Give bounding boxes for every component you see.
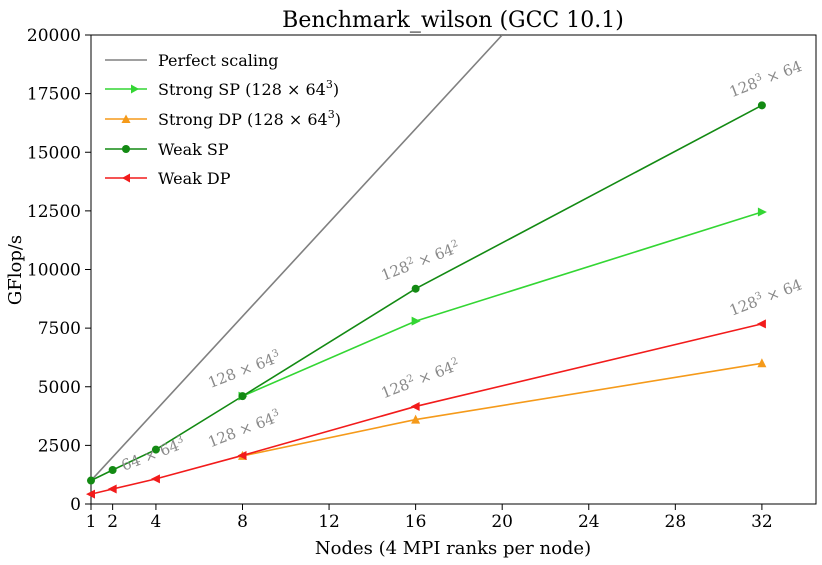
y-tick-label: 10000 xyxy=(27,261,81,281)
series-line-1 xyxy=(242,211,763,397)
legend: Perfect scaling Strong SP (128 × 643) St… xyxy=(105,51,341,188)
y-tick-label: 2500 xyxy=(38,436,81,456)
x-tick-label: 28 xyxy=(665,512,687,532)
x-axis-label: Nodes (4 MPI ranks per node) xyxy=(315,538,591,559)
legend-label-weak-sp: Weak SP xyxy=(158,140,229,159)
data-point xyxy=(107,484,117,494)
data-point xyxy=(86,489,95,499)
y-axis: 0 2500 5000 7500 10000 12500 15000 17500 20000 xyxy=(27,26,91,515)
series-line-2 xyxy=(242,362,763,457)
y-tick-label: 5000 xyxy=(38,378,81,398)
legend-marker-weak-sp xyxy=(122,145,130,153)
y-tick-label: 7500 xyxy=(38,319,81,339)
x-tick-label: 32 xyxy=(751,512,773,532)
data-point xyxy=(237,450,247,460)
annotation-a5: 128 × 643 xyxy=(205,407,283,451)
data-point xyxy=(411,414,421,424)
y-tick-label: 17500 xyxy=(27,85,81,105)
x-tick-label: 16 xyxy=(405,512,427,532)
data-point xyxy=(411,284,420,293)
marker-layer xyxy=(86,101,767,499)
legend-label-perfect: Perfect scaling xyxy=(158,51,279,70)
data-point xyxy=(150,474,160,484)
annotation-a2: 1282 × 642 xyxy=(379,238,463,284)
legend-marker-weak-dp xyxy=(122,173,130,183)
y-tick-label: 0 xyxy=(70,495,81,515)
data-point xyxy=(757,207,767,217)
x-tick-label: 24 xyxy=(578,512,600,532)
series-line-0 xyxy=(91,35,503,482)
legend-label-weak-dp: Weak DP xyxy=(158,169,231,188)
x-tick-label: 8 xyxy=(237,512,248,532)
x-tick-label: 1 xyxy=(86,512,97,532)
x-tick-label: 12 xyxy=(318,512,340,532)
x-tick-label: 2 xyxy=(107,512,118,532)
series-line-3 xyxy=(91,104,763,482)
annotation-a3: 1283 × 64 xyxy=(727,57,805,101)
data-point xyxy=(410,401,420,411)
data-point xyxy=(87,476,95,485)
data-point xyxy=(151,445,160,454)
legend-label-strong-sp: Strong SP (128 × 643) xyxy=(158,78,339,99)
y-axis-label: GFlop/s xyxy=(5,235,26,305)
x-tick-label: 20 xyxy=(491,512,513,532)
annotation-a7: 1283 × 64 xyxy=(727,276,805,320)
data-point xyxy=(108,465,117,474)
data-point xyxy=(238,392,247,401)
x-axis: 1 2 4 8 12 16 20 24 28 32 xyxy=(86,504,773,532)
x-tick-label: 4 xyxy=(151,512,162,532)
data-point xyxy=(757,358,767,368)
y-tick-label: 15000 xyxy=(27,143,81,163)
y-tick-label: 12500 xyxy=(27,202,81,222)
annotation-a6: 1282 × 642 xyxy=(379,356,463,402)
y-tick-label: 20000 xyxy=(27,26,81,46)
annotation-a1: 128 × 643 xyxy=(205,348,283,392)
legend-marker-strong-dp xyxy=(121,114,131,123)
legend-marker-strong-sp xyxy=(131,84,139,94)
series-line-4 xyxy=(91,323,763,495)
data-point xyxy=(411,316,421,326)
chart-title: Benchmark_wilson (GCC 10.1) xyxy=(282,8,624,33)
legend-label-strong-dp: Strong DP (128 × 643) xyxy=(158,108,341,129)
data-point xyxy=(757,101,766,110)
data-point xyxy=(756,319,766,329)
